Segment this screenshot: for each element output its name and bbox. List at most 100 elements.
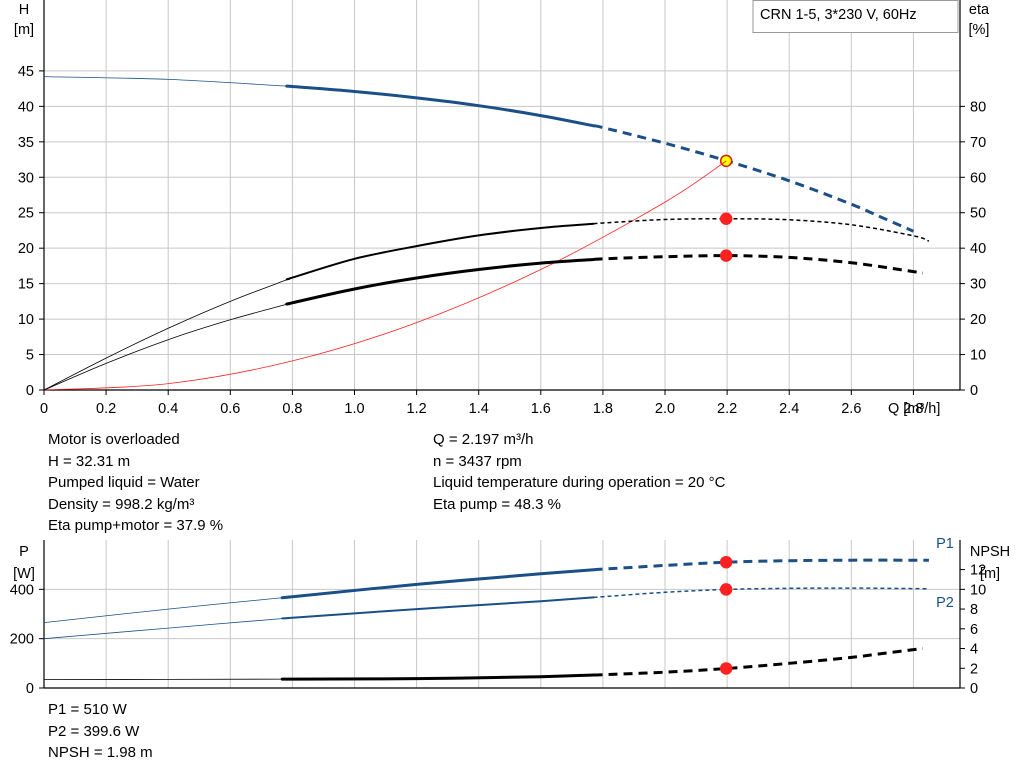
- y-left-tick-label: 400: [10, 582, 34, 598]
- y-right-tick-label: 10: [970, 348, 986, 364]
- y-left-tick-label: 0: [26, 681, 34, 697]
- y-left-axis-title: P: [19, 544, 29, 560]
- series-solid-segment: [280, 673, 596, 681]
- series-label-p1: P1: [936, 536, 954, 552]
- x-tick-label: 2.8: [903, 401, 923, 417]
- x-tick-label: 0.4: [158, 401, 178, 417]
- series-label-p2: P2: [936, 595, 954, 611]
- duty-point-marker: [719, 154, 733, 168]
- y-left-axis-unit: [m]: [14, 22, 34, 38]
- y-right-tick-label: 70: [970, 135, 986, 151]
- series-1: [43, 76, 915, 233]
- series-p2: [43, 583, 929, 640]
- y-left-axis-unit: [W]: [13, 566, 35, 582]
- x-tick-label: 1.0: [344, 401, 364, 417]
- y-left-tick-label: 45: [18, 64, 34, 80]
- duty-info-right: Q = 2.197 m³/h n = 3437 rpm Liquid tempe…: [433, 429, 725, 515]
- head-efficiency-plot: 0 5 10 15 20 25 30 35 40 45 0 10 20 30 40 50 60 70 80 H [m] e…: [14, 0, 990, 417]
- series-dashed-segment: [592, 124, 915, 233]
- x-tick-label: 0.2: [96, 401, 116, 417]
- series-solid-segment: [280, 568, 596, 600]
- y-right-tick-label: 2: [970, 661, 978, 677]
- y-left-tick-label: 5: [26, 348, 34, 364]
- duty-point-marker: [719, 249, 733, 262]
- x-tick-label: 0.6: [220, 401, 240, 417]
- series-solid-segment: [285, 258, 596, 306]
- x-tick-label: 1.6: [531, 401, 551, 417]
- series-dashed-segment: [593, 558, 929, 572]
- y-right-tick-label: 60: [970, 170, 986, 186]
- series-3: [43, 647, 923, 681]
- y-right-tick-label: 4: [970, 642, 978, 658]
- y-left-tick-label: 0: [26, 383, 34, 399]
- info-p1: P1 = 510 W: [48, 701, 127, 718]
- x-tick-label: 0.8: [282, 401, 302, 417]
- y-right-tick-label: 40: [970, 241, 986, 257]
- x-axis-title: Q [m³/h]: [888, 401, 940, 417]
- series-2: [43, 160, 727, 391]
- series-3: [43, 212, 930, 391]
- y-left-tick-label: 30: [18, 170, 34, 186]
- x-tick-label: 2.4: [779, 401, 799, 417]
- y-right-tick-label: 80: [970, 99, 986, 115]
- x-tick-label: 1.8: [593, 401, 613, 417]
- info-npsh: NPSH = 1.98 m: [48, 744, 153, 761]
- series-thin-segment: [43, 303, 290, 391]
- series-p1: [43, 555, 929, 623]
- info-head: H = 32.31 m: [48, 452, 131, 470]
- info-liquid-temperature: Liquid temperature during operation = 20…: [433, 474, 726, 491]
- series-thin-segment: [43, 596, 290, 623]
- info-eta-pump-motor: Eta pump+motor = 37.9 %: [48, 517, 224, 534]
- y-right-tick-label: 0: [970, 383, 978, 399]
- duty-point-marker: [719, 662, 733, 675]
- y-left-axis-title: H: [19, 2, 29, 18]
- y-left-tick-label: 10: [18, 312, 34, 328]
- series-4: [43, 249, 923, 391]
- info-eta-pump: Eta pump = 48.3 %: [433, 495, 561, 513]
- duty-info-left: Motor is overloaded H = 32.31 m Pumped l…: [48, 429, 223, 537]
- y-left-tick-label: 20: [18, 241, 34, 257]
- info-pumped-liquid: Pumped liquid = Water: [48, 474, 200, 491]
- x-tick-label: 2.0: [655, 401, 675, 417]
- y-right-axis-title: eta: [969, 2, 990, 18]
- y-right-axis-title: NPSH: [970, 544, 1010, 560]
- power-info: P1 = 510 W P2 = 399.6 W NPSH = 1.98 m: [48, 699, 153, 764]
- y-left-tick-label: 15: [18, 277, 34, 293]
- x-tick-label: 2.2: [717, 401, 737, 417]
- y-right-tick-label: 30: [970, 277, 986, 293]
- series-dashed-segment: [593, 647, 923, 677]
- y-right-tick-label: 50: [970, 206, 986, 222]
- duty-point-marker: [719, 555, 733, 569]
- y-right-tick-label: 12: [970, 563, 986, 579]
- duty-point-marker: [719, 583, 733, 596]
- info-density: Density = 998.2 kg/m³: [48, 495, 195, 513]
- series-thin-segment: [43, 76, 290, 87]
- y-left-tick-label: 25: [18, 206, 34, 222]
- x-tick-label: 2.6: [841, 401, 861, 417]
- y-left-tick-label: 40: [18, 99, 34, 115]
- series-thin-segment: [43, 678, 290, 680]
- series-dashed-segment: [593, 587, 929, 599]
- info-p2: P2 = 399.6 W: [48, 722, 140, 740]
- y-left-tick-label: 35: [18, 135, 34, 151]
- y-right-axis-unit: [m]: [980, 566, 1000, 582]
- series-solid-segment: [281, 596, 595, 620]
- series-dashed-segment: [593, 254, 923, 275]
- series-solid-segment: [285, 222, 595, 281]
- x-tick-label: 1.4: [469, 401, 489, 417]
- x-tick-label: 0: [40, 401, 48, 417]
- y-right-tick-label: 0: [970, 681, 978, 697]
- info-flow: Q = 2.197 m³/h: [433, 431, 534, 448]
- series-curve: [43, 160, 727, 391]
- info-overload-status: Motor is overloaded: [48, 431, 180, 448]
- y-right-tick-label: 20: [970, 312, 986, 328]
- power-npsh-plot: 0 200 400 0 2 4 6 8 10 12 P [W] NPSH [m] P1 P2: [10, 536, 1010, 697]
- y-right-axis-unit: [%]: [969, 22, 990, 38]
- info-speed: n = 3437 rpm: [433, 452, 522, 470]
- series-dashed-segment: [593, 218, 930, 242]
- duty-point-marker: [719, 212, 733, 226]
- y-right-tick-label: 8: [970, 602, 978, 618]
- series-thin-segment: [43, 278, 290, 391]
- series-solid-segment: [285, 84, 596, 128]
